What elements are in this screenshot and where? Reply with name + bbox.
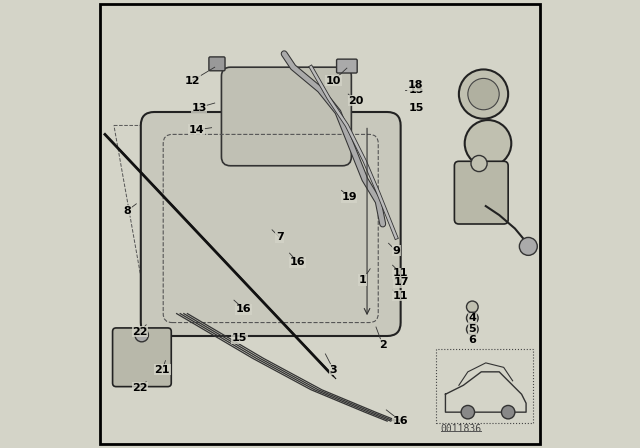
Text: 16: 16 (236, 304, 252, 314)
Circle shape (467, 323, 478, 335)
Text: 1: 1 (358, 275, 367, 285)
Text: 7: 7 (276, 233, 284, 242)
Text: 16: 16 (393, 416, 408, 426)
Circle shape (459, 69, 508, 119)
Text: 5: 5 (468, 324, 476, 334)
Text: 20: 20 (348, 96, 364, 106)
Circle shape (467, 312, 478, 324)
Circle shape (520, 237, 538, 255)
Text: 10: 10 (326, 76, 341, 86)
Text: 4: 4 (468, 313, 476, 323)
Text: 6: 6 (468, 336, 476, 345)
Text: 21: 21 (154, 365, 170, 375)
FancyBboxPatch shape (221, 67, 351, 166)
Circle shape (135, 328, 148, 342)
Text: 22: 22 (132, 327, 148, 336)
Circle shape (471, 155, 487, 172)
Text: 15: 15 (232, 333, 247, 343)
Text: 3: 3 (330, 365, 337, 375)
Text: 17: 17 (394, 277, 410, 287)
FancyBboxPatch shape (337, 59, 357, 73)
FancyBboxPatch shape (454, 161, 508, 224)
Circle shape (467, 301, 478, 313)
Text: 19: 19 (341, 192, 357, 202)
Text: 16: 16 (290, 257, 305, 267)
Text: 8: 8 (124, 206, 131, 215)
Circle shape (468, 78, 499, 110)
Circle shape (461, 405, 475, 419)
Text: 13: 13 (191, 103, 207, 112)
Text: 11: 11 (393, 291, 408, 301)
Circle shape (502, 405, 515, 419)
Text: 18: 18 (407, 80, 423, 90)
Circle shape (465, 120, 511, 167)
Bar (436, 349, 532, 423)
Text: 15: 15 (408, 85, 424, 95)
Text: 2: 2 (379, 340, 387, 350)
FancyBboxPatch shape (209, 57, 225, 71)
Text: 14: 14 (189, 125, 205, 135)
Text: 9: 9 (392, 246, 400, 256)
FancyBboxPatch shape (113, 328, 172, 387)
FancyBboxPatch shape (141, 112, 401, 336)
Text: 12: 12 (184, 76, 200, 86)
Text: 22: 22 (132, 383, 148, 392)
Text: 11: 11 (393, 268, 408, 278)
Text: 0011836: 0011836 (440, 424, 482, 434)
Text: 15: 15 (408, 103, 424, 112)
